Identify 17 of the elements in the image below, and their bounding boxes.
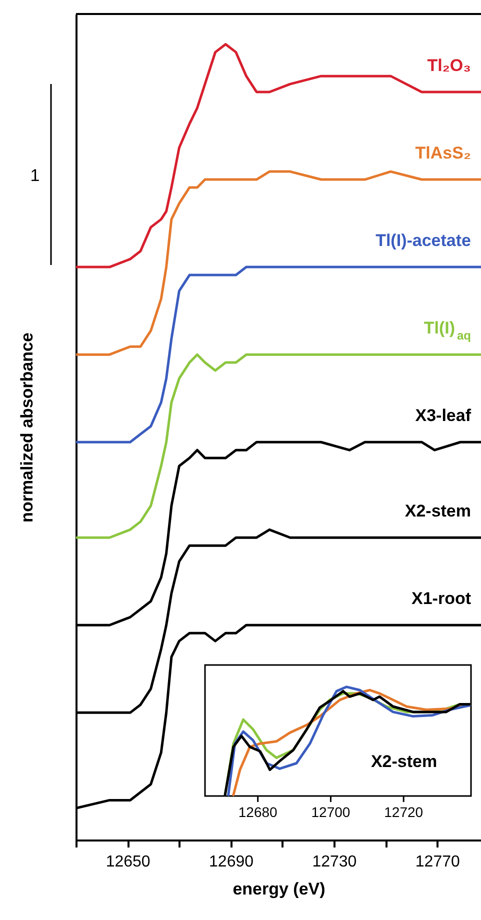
series-label: Tl(I)-acetate (376, 231, 471, 250)
y-axis-title: normalized absorbance (18, 332, 36, 522)
series-label: TlAsS₂ (415, 144, 471, 163)
x-tick-label: 12690 (209, 854, 254, 870)
series-label: Tl₂O₃ (427, 56, 471, 75)
x-tick-label: 12700 (311, 804, 350, 820)
text: 1 (30, 166, 40, 185)
series-label: X2-stem (404, 502, 471, 521)
x-tick-label: 12650 (106, 854, 150, 870)
x-axis-title: energy (eV) (232, 880, 326, 898)
annotation: X2-stem (370, 752, 438, 771)
x-tick-label: 12680 (238, 804, 278, 820)
series-label: X1-root (412, 589, 472, 608)
series-label: X3-leaf (415, 406, 472, 426)
x-tick-label: 12720 (384, 804, 424, 820)
x-tick-label: 12730 (312, 854, 357, 870)
x-tick-label: 12770 (415, 854, 460, 870)
